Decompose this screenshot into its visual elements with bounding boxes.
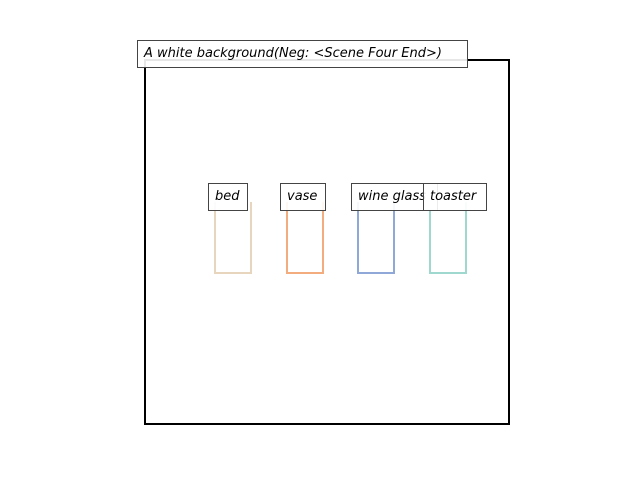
scene-title: A white background(Neg: <Scene Four End>…	[137, 40, 468, 68]
vase-label: vase	[280, 183, 326, 211]
toaster-box	[429, 202, 467, 274]
bed-box	[214, 202, 252, 274]
vase-box	[286, 202, 324, 274]
bed-label: bed	[208, 183, 248, 211]
toaster-label: toaster	[423, 183, 487, 211]
wine-glass-box	[357, 202, 395, 274]
